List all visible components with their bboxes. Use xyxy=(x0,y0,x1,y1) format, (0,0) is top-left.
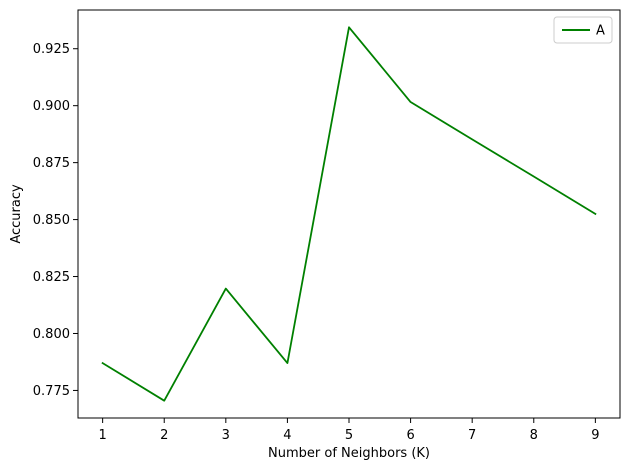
x-tick-label: 3 xyxy=(222,428,230,443)
y-tick-label: 0.900 xyxy=(33,99,70,114)
axis-ticks: 1 2 3 4 5 6 7 8 9 0.775 0.800 0.825 0.850 0.875 0.900 0… xyxy=(33,42,600,443)
y-tick-label: 0.825 xyxy=(33,270,70,285)
y-tick-label: 0.775 xyxy=(33,384,70,399)
x-tick-label: 5 xyxy=(345,428,353,443)
series-layer xyxy=(101,26,597,402)
x-axis-label: Number of Neighbors (K) xyxy=(268,446,430,461)
y-tick-label: 0.875 xyxy=(33,156,70,171)
y-tick-label: 0.925 xyxy=(33,42,70,57)
x-tick-label: 6 xyxy=(406,428,414,443)
x-tick-label: 7 xyxy=(468,428,476,443)
y-axis-label: Accuracy xyxy=(9,184,24,244)
x-tick-label: 8 xyxy=(530,428,538,443)
x-tick-label: 2 xyxy=(160,428,168,443)
legend: A xyxy=(553,16,613,44)
y-tick-label: 0.850 xyxy=(33,213,70,228)
series-line-A xyxy=(101,26,597,402)
x-tick-label: 1 xyxy=(98,428,106,443)
x-tick-label: 9 xyxy=(591,428,599,443)
x-tick-label: 4 xyxy=(283,428,291,443)
y-tick-label: 0.800 xyxy=(33,327,70,342)
axes-frame xyxy=(77,9,621,419)
legend-label-A: A xyxy=(596,24,605,39)
